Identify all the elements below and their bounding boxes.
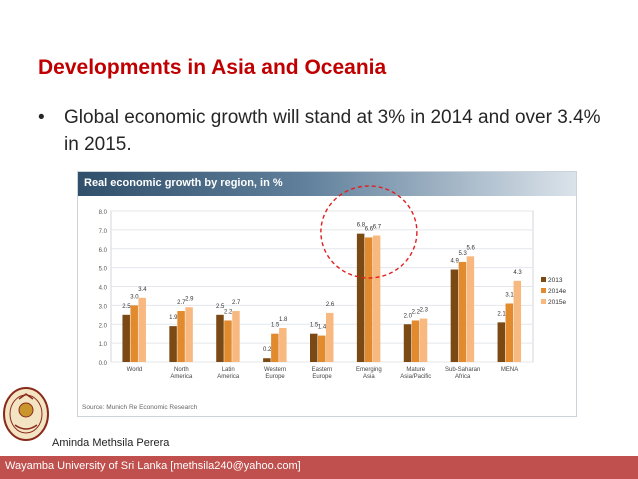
data-label: 6.6 — [365, 226, 374, 232]
data-label: 2.1 — [497, 311, 506, 317]
y-tick-label: 5.0 — [99, 267, 108, 273]
y-tick-label: 7.0 — [99, 229, 108, 235]
x-tick-label: America — [170, 374, 193, 380]
bar — [403, 324, 412, 362]
x-tick-label: Asia — [363, 374, 375, 380]
x-tick-label: Sub-Saharan — [445, 367, 480, 373]
bar — [130, 305, 138, 362]
legend-swatch — [541, 277, 546, 282]
data-label: 1.9 — [169, 315, 178, 321]
slide-title: Developments in Asia and Oceania — [38, 56, 387, 79]
bar — [263, 358, 271, 362]
y-tick-label: 2.0 — [99, 323, 108, 329]
data-label: 3.0 — [130, 294, 139, 300]
data-label: 2.5 — [122, 304, 131, 310]
legend-label: 2015e — [548, 299, 566, 306]
bar — [185, 307, 193, 362]
chart-title: Real economic growth by region, in % — [84, 177, 283, 189]
legend-swatch — [541, 299, 546, 304]
legend-label: 2014e — [548, 288, 566, 295]
university-seal-icon — [3, 387, 49, 441]
data-label: 2.9 — [185, 296, 194, 302]
author-name: Aminda Methsila Perera — [52, 437, 170, 449]
bar — [310, 333, 318, 362]
bar — [232, 311, 240, 362]
y-tick-label: 1.0 — [99, 342, 108, 348]
bar — [122, 314, 130, 362]
bar — [419, 318, 428, 362]
x-tick-label: Europe — [265, 374, 285, 380]
bar — [271, 333, 279, 362]
bar — [505, 303, 514, 362]
x-tick-label: Europe — [312, 374, 332, 380]
bar — [364, 237, 373, 362]
data-label: 2.0 — [404, 313, 413, 319]
data-label: 4.3 — [513, 270, 522, 276]
y-tick-label: 8.0 — [99, 210, 108, 216]
y-tick-label: 6.0 — [99, 248, 108, 254]
x-tick-label: Eastern — [312, 367, 333, 373]
chart-source: Source: Munich Re Economic Research — [82, 404, 198, 411]
bullet-point: • Global economic growth will stand at 3… — [38, 104, 613, 158]
bar — [177, 311, 185, 362]
data-label: 2.2 — [412, 309, 421, 315]
x-tick-label: Asia/Pacific — [400, 374, 431, 380]
data-label: 1.8 — [279, 317, 288, 323]
x-tick-label: World — [127, 367, 143, 373]
legend-swatch — [541, 288, 546, 293]
bar — [497, 322, 506, 362]
y-tick-label: 3.0 — [99, 304, 108, 310]
chart-frame: Real economic growth by region, in % 8.0… — [77, 171, 577, 417]
x-tick-label: North — [174, 367, 189, 373]
x-tick-label: Mature — [406, 367, 425, 373]
bullet-text: Global economic growth will stand at 3% … — [64, 107, 601, 155]
data-label: 1.4 — [318, 325, 327, 331]
bar — [458, 261, 467, 362]
bar — [513, 280, 522, 362]
data-label: 2.7 — [177, 300, 186, 306]
bar — [450, 269, 459, 362]
x-tick-label: Emerging — [356, 367, 382, 373]
data-label: 3.1 — [505, 292, 514, 298]
data-label: 4.9 — [450, 259, 459, 265]
bar — [216, 314, 224, 362]
x-tick-label: Africa — [455, 374, 471, 380]
chart-plot: 8.07.06.05.04.03.02.01.00.02.53.03.4Worl… — [78, 185, 576, 416]
bar — [466, 256, 475, 362]
bar — [411, 320, 420, 362]
data-label: 1.5 — [271, 323, 280, 329]
data-label: 2.7 — [232, 300, 241, 306]
data-label: 2.3 — [420, 308, 429, 314]
data-label: 2.6 — [326, 302, 335, 308]
bar — [372, 235, 381, 362]
bar — [169, 326, 177, 362]
y-tick-label: 4.0 — [99, 286, 108, 292]
data-label: 5.6 — [466, 245, 475, 251]
bar — [326, 312, 334, 362]
data-label: 3.4 — [138, 287, 147, 293]
footer-bar: Wayamba University of Sri Lanka [methsil… — [0, 456, 638, 479]
data-label: 0.2 — [263, 347, 272, 353]
highlight-circle — [320, 185, 418, 279]
bar — [318, 335, 326, 362]
x-tick-label: America — [217, 374, 240, 380]
bar — [279, 328, 287, 362]
data-label: 6.7 — [373, 225, 382, 231]
data-label: 1.5 — [310, 323, 319, 329]
bar — [138, 297, 146, 362]
data-label: 2.5 — [216, 304, 225, 310]
y-tick-label: 0.0 — [99, 361, 108, 367]
data-label: 5.3 — [458, 251, 467, 257]
footer-institution: Wayamba University of Sri Lanka [methsil… — [5, 460, 301, 472]
chart-header: Real economic growth by region, in % — [78, 172, 576, 196]
x-tick-label: MENA — [501, 367, 518, 373]
legend-label: 2013 — [548, 277, 563, 284]
data-label: 6.8 — [357, 223, 366, 229]
bullet-dot-icon: • — [38, 107, 45, 128]
bar — [356, 233, 365, 362]
data-label: 2.2 — [224, 309, 233, 315]
x-tick-label: Latin — [222, 367, 235, 373]
bar — [224, 320, 232, 362]
x-tick-label: Western — [264, 367, 286, 373]
